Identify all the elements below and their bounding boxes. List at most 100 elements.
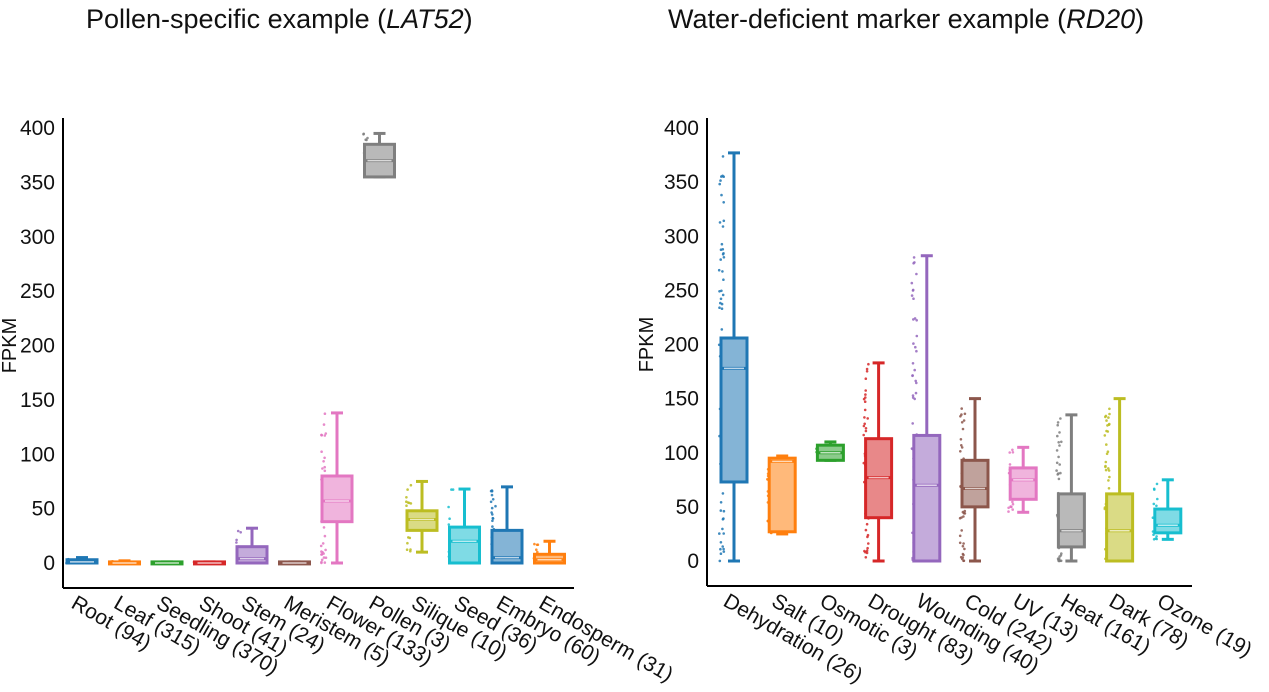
right-data-point [865, 522, 869, 526]
right-data-point [867, 542, 870, 545]
right-data-point [722, 517, 725, 520]
right-data-point [1108, 407, 1111, 411]
left-data-point [235, 538, 238, 542]
left-data-point [409, 483, 413, 487]
right-data-point [960, 407, 963, 410]
left-box-group [532, 539, 566, 565]
right-data-point [864, 377, 868, 381]
right-data-point [718, 559, 722, 563]
right-data-point [720, 289, 723, 293]
right-data-point [864, 393, 867, 396]
right-data-point [913, 261, 916, 264]
right-data-point [1056, 434, 1059, 438]
right-data-point [863, 408, 867, 412]
left-data-point [489, 500, 493, 504]
right-data-point [865, 549, 869, 552]
left-data-point [321, 551, 324, 554]
left-data-point [366, 136, 369, 140]
left-data-point [321, 467, 324, 470]
right-y-tick-label: 250 [664, 279, 699, 302]
left-y-tick-label: 150 [20, 389, 55, 412]
right-data-point [962, 553, 965, 557]
left-data-point [409, 502, 413, 505]
right-y-tick-label: 100 [664, 442, 699, 465]
right-data-point [962, 559, 966, 562]
right-data-point [1011, 508, 1014, 511]
right-data-point [911, 394, 915, 397]
left-data-point [236, 529, 240, 533]
left-data-point [324, 548, 327, 552]
left-data-point [409, 548, 412, 551]
left-data-point [322, 423, 326, 426]
left-box-group [405, 479, 439, 554]
right-data-point [960, 444, 963, 447]
right-data-point [913, 317, 917, 320]
right-data-point [862, 424, 866, 428]
right-data-point [1008, 463, 1012, 466]
right-y-tick-label: 50 [676, 496, 699, 519]
right-data-point [912, 256, 916, 259]
right-data-point [1055, 449, 1059, 452]
left-data-point [535, 548, 538, 551]
right-data-point [1011, 500, 1014, 504]
left-data-point [494, 504, 497, 508]
right-data-point [961, 544, 965, 548]
right-data-point [915, 334, 919, 338]
left-data-point [323, 561, 327, 564]
left-box [448, 525, 481, 565]
right-data-point [1104, 415, 1107, 419]
right-data-point [915, 349, 918, 353]
right-data-point [1108, 412, 1111, 416]
left-data-point [448, 517, 451, 520]
left-data-point [447, 505, 450, 509]
right-data-point [1154, 537, 1157, 540]
right-data-point [721, 248, 725, 251]
left-title-main: Pollen-specific example ( [86, 4, 387, 34]
right-y-tick-label: 0 [687, 550, 699, 573]
right-data-point [1055, 461, 1059, 465]
right-data-point [960, 421, 964, 424]
right-data-point [1104, 464, 1107, 468]
left-data-point [324, 556, 328, 559]
right-data-point [722, 509, 726, 513]
right-data-point [958, 541, 962, 545]
left-data-point [323, 434, 327, 437]
left-data-point [536, 543, 540, 546]
left-data-point [322, 460, 325, 463]
right-data-point [911, 422, 914, 425]
right-data-point [958, 534, 962, 538]
right-data-point [1011, 448, 1014, 452]
left-data-point [451, 488, 455, 491]
right-data-point [1055, 469, 1058, 472]
right-data-point [1152, 502, 1156, 506]
right-data-point [1057, 557, 1061, 561]
right-data-point [1106, 450, 1110, 454]
right-data-point [1007, 510, 1010, 513]
left-data-point [320, 560, 323, 564]
right-data-point [963, 412, 967, 416]
left-data-point [320, 558, 324, 562]
right-data-point [717, 268, 721, 272]
right-data-point [912, 297, 915, 301]
right-y-tick-label: 300 [664, 225, 699, 248]
right-data-point [722, 255, 726, 259]
right-data-point [1104, 468, 1108, 472]
right-data-point [864, 429, 868, 433]
left-data-point [405, 496, 408, 499]
right-data-point [864, 427, 868, 430]
right-data-point [1057, 441, 1060, 444]
left-data-point [239, 531, 242, 534]
left-data-point [490, 493, 494, 497]
right-data-point [1105, 419, 1108, 422]
right-data-point [911, 362, 915, 365]
left-data-point [447, 523, 451, 526]
right-data-point [1103, 434, 1107, 437]
right-box [912, 433, 942, 563]
right-box [1105, 492, 1135, 563]
right-data-point [1057, 472, 1060, 475]
left-box-group [235, 526, 269, 565]
right-data-point [866, 417, 869, 420]
right-data-point [1057, 477, 1061, 481]
right-data-point [719, 297, 723, 301]
